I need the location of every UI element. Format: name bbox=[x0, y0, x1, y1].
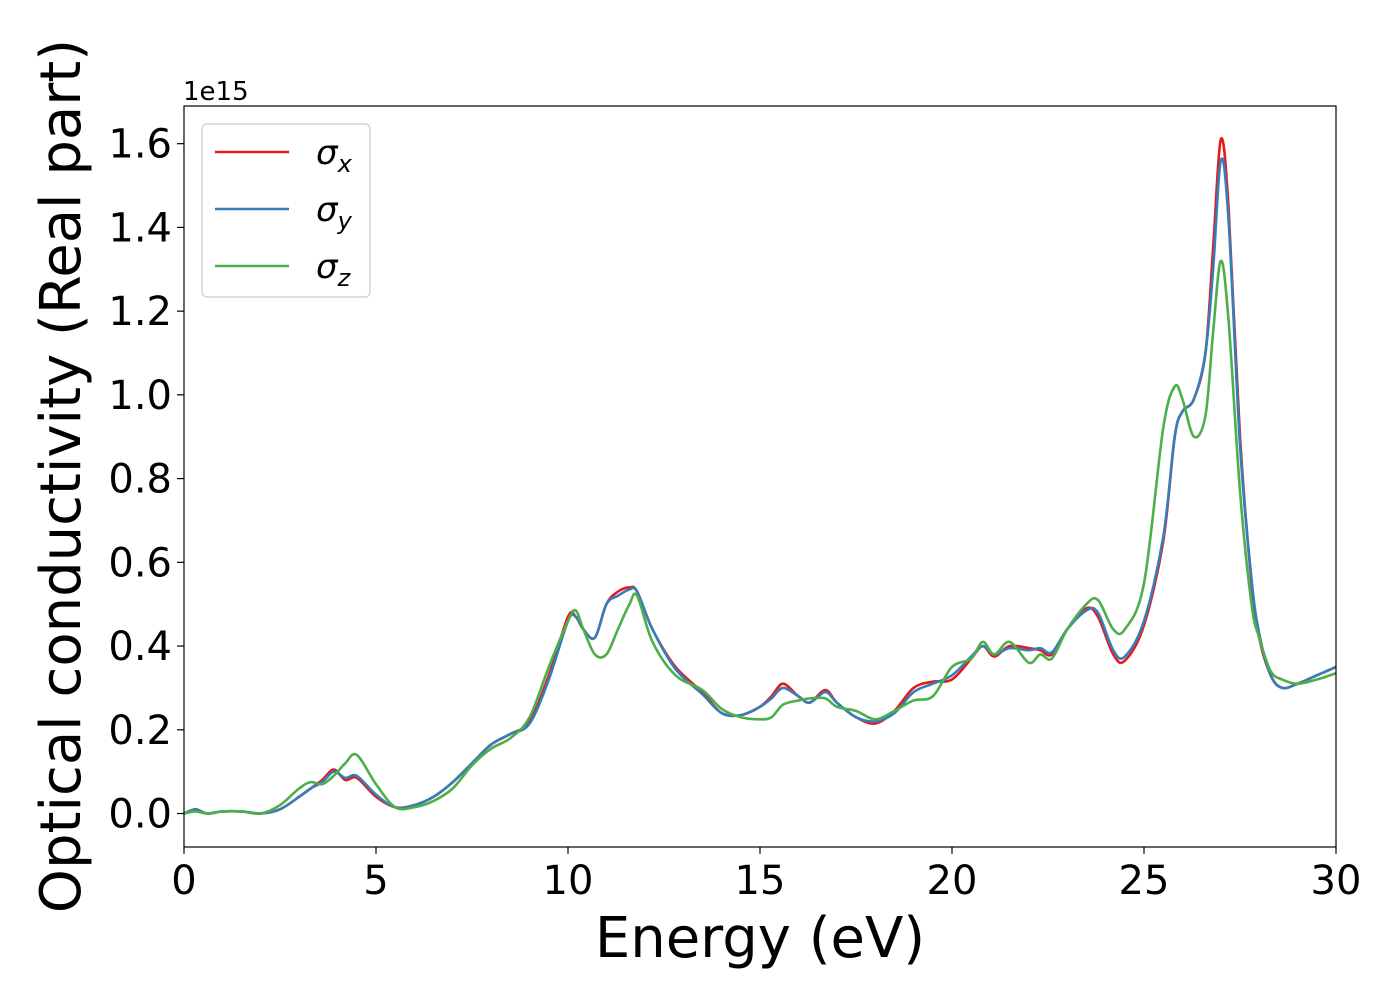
x-axis-label: Energy (eV) bbox=[595, 906, 925, 971]
y-tick-label: 1.2 bbox=[108, 289, 172, 335]
x-tick-label: 20 bbox=[927, 858, 978, 904]
y-tick-label: 0.4 bbox=[108, 624, 172, 670]
x-tick-label: 10 bbox=[543, 858, 594, 904]
y-tick-label: 1.0 bbox=[108, 373, 172, 419]
x-tick-label: 30 bbox=[1311, 858, 1362, 904]
y-axis-label: Optical conductivity (Real part) bbox=[29, 39, 94, 913]
legend: σx σy σz bbox=[201, 123, 371, 298]
legend-label-z: σz bbox=[316, 247, 352, 292]
legend-box bbox=[201, 123, 371, 298]
series-line-y bbox=[184, 157, 1336, 815]
x-tick-label: 0 bbox=[171, 858, 196, 904]
y-axis: 0.0 0.2 0.4 0.6 0.8 1.0 1.2 1.4 1.6 bbox=[108, 122, 184, 838]
x-tick-label: 15 bbox=[735, 858, 786, 904]
y-tick-label: 0.6 bbox=[108, 540, 172, 586]
y-tick-label: 1.4 bbox=[108, 205, 172, 251]
x-tick-label: 25 bbox=[1119, 858, 1170, 904]
y-tick-label: 0.2 bbox=[108, 708, 172, 754]
series-line-z bbox=[184, 259, 1336, 816]
legend-label-y: σy bbox=[316, 190, 353, 235]
y-tick-label: 0.8 bbox=[108, 457, 172, 503]
x-tick-label: 5 bbox=[363, 858, 388, 904]
y-tick-label: 0.0 bbox=[108, 792, 172, 838]
y-tick-label: 1.6 bbox=[108, 122, 172, 168]
x-axis: 0 5 10 15 20 25 30 bbox=[171, 847, 1361, 904]
series-layer bbox=[184, 137, 1336, 816]
y-offset-label: 1e15 bbox=[183, 77, 249, 107]
legend-label-x: σx bbox=[316, 133, 353, 178]
plot-background bbox=[184, 106, 1336, 847]
